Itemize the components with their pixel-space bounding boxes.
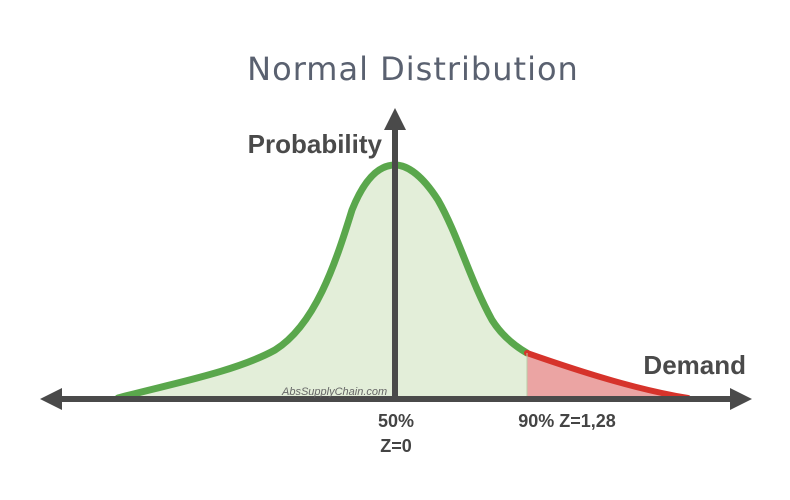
marker-50-percent: 50%	[378, 411, 414, 431]
y-axis-arrow-icon	[384, 108, 406, 130]
diagram-title: Normal Distribution	[247, 50, 579, 88]
distribution-curve	[114, 161, 531, 402]
x-axis-label: Demand	[643, 350, 746, 380]
marker-90-percent: 90% Z=1,28	[518, 411, 616, 431]
y-axis-label: Probability	[248, 129, 383, 159]
tail-curve	[524, 350, 691, 401]
x-axis-right-arrow-icon	[730, 388, 752, 410]
marker-50-z: Z=0	[380, 436, 412, 456]
x-axis-left-arrow-icon	[40, 388, 62, 410]
tail-area	[527, 353, 688, 398]
distribution-area	[118, 165, 527, 398]
watermark: AbsSupplyChain.com	[281, 386, 387, 398]
